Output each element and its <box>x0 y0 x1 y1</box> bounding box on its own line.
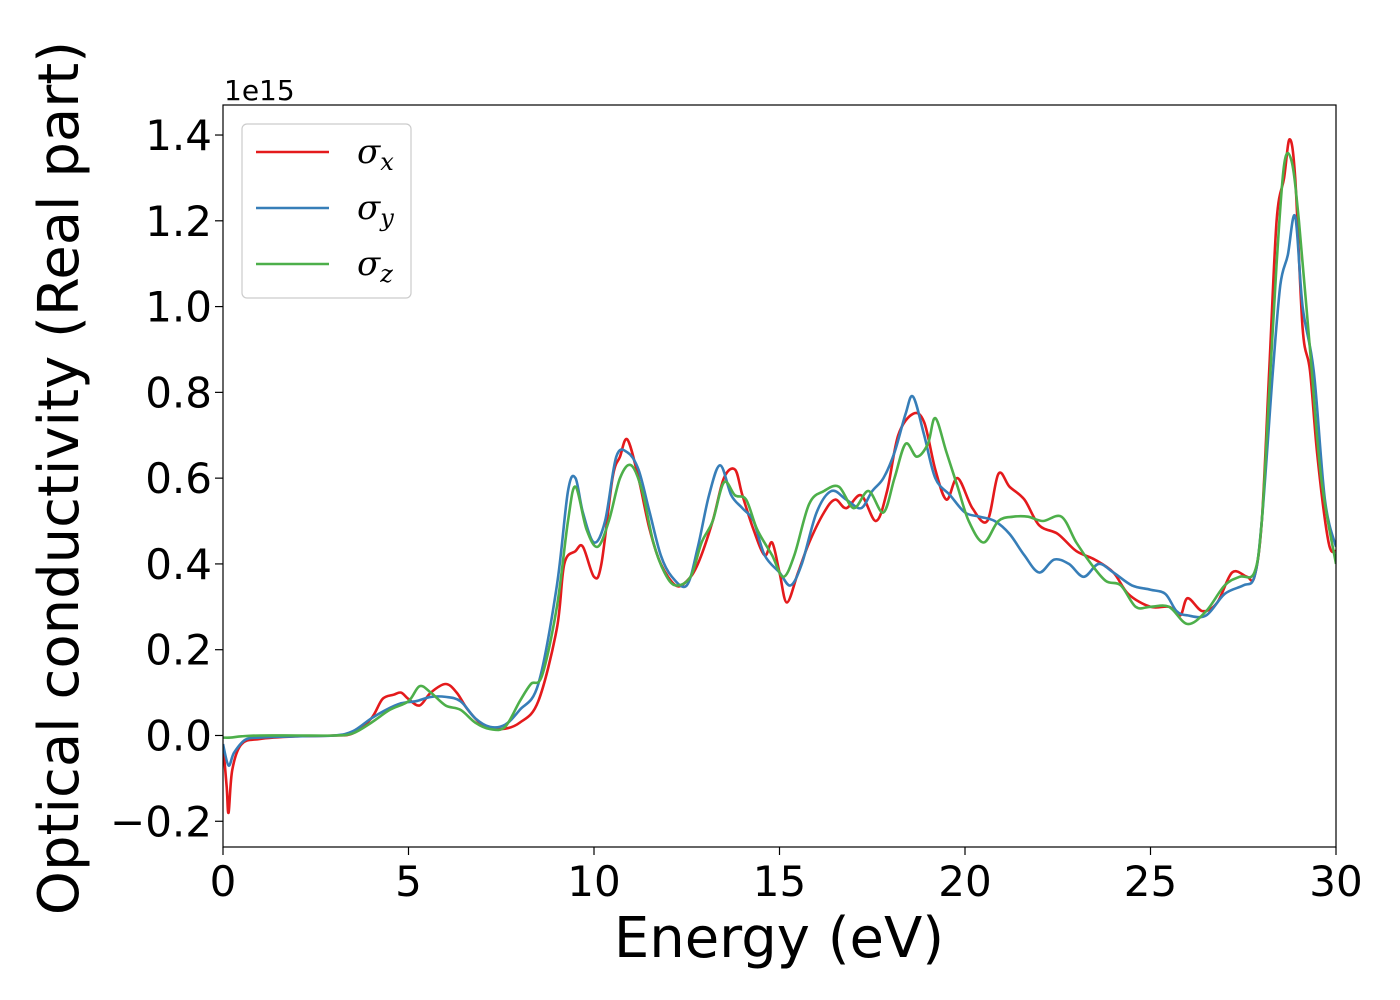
x-tick-label: 0 <box>210 857 237 906</box>
x-tick-label: 10 <box>567 857 620 906</box>
y-axis-label: Optical conductivity (Real part) <box>27 41 92 915</box>
x-tick-label: 20 <box>938 857 991 906</box>
x-tick-label: 30 <box>1309 857 1362 906</box>
y-tick-label: 1.0 <box>145 283 212 332</box>
x-axis-label: Energy (eV) <box>614 906 944 971</box>
axes-frame <box>222 104 1337 848</box>
series-line-sigma-z <box>223 151 1336 739</box>
y-offset-text: 1e15 <box>224 74 295 107</box>
y-tick-label: 0.4 <box>145 540 212 589</box>
y-tick-label: 0.8 <box>145 368 212 417</box>
y-tick-label: −0.2 <box>110 797 212 846</box>
legend-box <box>241 123 412 299</box>
x-tick-label: 25 <box>1124 857 1177 906</box>
y-tick-label: 1.2 <box>145 197 212 246</box>
y-tick-label: 0.0 <box>145 711 212 760</box>
y-tick-label: 1.4 <box>145 111 212 160</box>
y-tick-label: 0.6 <box>145 454 212 503</box>
y-tick-label: 0.2 <box>145 626 212 675</box>
series-line-sigma-y <box>223 213 1336 767</box>
series-line-sigma-x <box>223 138 1336 815</box>
x-tick-label: 15 <box>753 857 806 906</box>
x-tick-label: 5 <box>395 857 422 906</box>
